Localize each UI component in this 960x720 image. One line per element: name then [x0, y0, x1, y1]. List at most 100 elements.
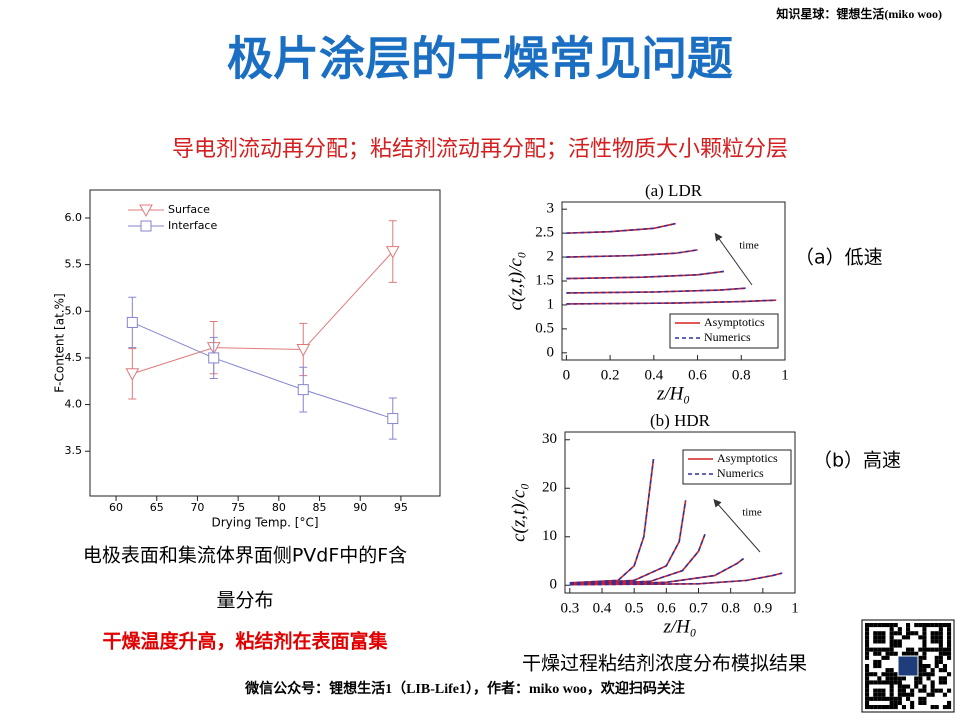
- qr-cell: [881, 631, 886, 636]
- qr-cell: [889, 635, 894, 640]
- x-tick-label: 90: [353, 501, 367, 514]
- qr-cell: [930, 688, 935, 693]
- qr-cell: [922, 643, 927, 648]
- chart: 0 0.2 0.4 0.6 0.8 1 0 0.5 1 1.5 2 2.5 3 (a) LDR z/H₀ c(…: [505, 181, 788, 404]
- chart: 60 65 70 75 80 85 90 95 3.5 4.0 4.5 5.0 5.5 6.0 Drying…: [53, 189, 441, 530]
- qr-cell: [934, 631, 939, 636]
- x-tick-label: 0.5: [625, 600, 644, 616]
- qr-cell: [926, 692, 931, 697]
- qr-cell: [938, 655, 943, 660]
- marker: [139, 204, 153, 218]
- qr-cell: [889, 623, 894, 628]
- qr-cell: [922, 700, 927, 705]
- qr-cell: [926, 676, 931, 681]
- qr-cell: [881, 692, 886, 697]
- qr-cell: [910, 700, 915, 705]
- x-tick-label: 1: [791, 600, 799, 616]
- qr-cell: [914, 623, 919, 628]
- qr-cell: [877, 664, 882, 669]
- qr-cell: [877, 635, 882, 640]
- qr-cell: [893, 680, 898, 685]
- qr-cell: [881, 705, 886, 710]
- qr-cell: [938, 647, 943, 652]
- qr-cell: [885, 680, 890, 685]
- qr-cell: [889, 651, 894, 656]
- qr-cell: [930, 639, 935, 644]
- qr-cell: [942, 692, 947, 697]
- qr-cell: [906, 692, 911, 697]
- qr-cell: [877, 692, 882, 697]
- y-tick-label: 4.5: [65, 351, 83, 364]
- qr-cell: [947, 688, 952, 693]
- qr-cell: [942, 647, 947, 652]
- qr-cell: [947, 651, 952, 656]
- qr-cell: [889, 680, 894, 685]
- qr-cell: [881, 639, 886, 644]
- qr-cell: [873, 635, 878, 640]
- qr-cell: [906, 623, 911, 628]
- x-axis-label: z/H₀: [656, 383, 690, 404]
- y-tick-label: 1.5: [535, 272, 554, 288]
- qr-code: [861, 619, 955, 713]
- qr-cell: [947, 672, 952, 677]
- qr-cell: [901, 676, 906, 681]
- x-tick-label: 95: [394, 501, 408, 514]
- qr-cell: [938, 688, 943, 693]
- qr-cell: [877, 647, 882, 652]
- qr-cell: [918, 676, 923, 681]
- qr-cell: [914, 680, 919, 685]
- qr-cell: [865, 635, 870, 640]
- qr-cell: [873, 664, 878, 669]
- qr-cell: [918, 655, 923, 660]
- qr-cell: [930, 668, 935, 673]
- qr-cell: [865, 643, 870, 648]
- slide-title: 极片涂层的干燥常见问题: [227, 32, 733, 86]
- qr-cell: [897, 696, 902, 701]
- qr-cell: [918, 664, 923, 669]
- legend-label: Asymptotics: [704, 315, 765, 329]
- series-line: [132, 322, 393, 420]
- qr-cell: [901, 705, 906, 710]
- x-axis-label: z/H₀: [663, 616, 697, 637]
- qr-cell: [897, 627, 902, 632]
- x-tick-label: 0.3: [560, 600, 579, 616]
- x-tick-label: 0.8: [721, 600, 740, 616]
- qr-cell: [922, 684, 927, 689]
- qr-cell: [934, 664, 939, 669]
- marker: [126, 316, 138, 328]
- qr-cell: [918, 623, 923, 628]
- qr-cell: [938, 623, 943, 628]
- qr-cell: [865, 668, 870, 673]
- qr-cell: [906, 651, 911, 656]
- x-tick-label: 60: [109, 501, 123, 514]
- qr-cell: [910, 688, 915, 693]
- qr-cell: [889, 647, 894, 652]
- qr-cell: [865, 639, 870, 644]
- qr-cell: [938, 659, 943, 664]
- marker: [125, 368, 140, 381]
- y-axis-label: F-Content [at.%]: [53, 293, 67, 392]
- qr-cell: [869, 696, 874, 701]
- x-tick-label: 1: [781, 367, 789, 383]
- qr-cell: [901, 635, 906, 640]
- qr-cell: [873, 647, 878, 652]
- qr-cell: [897, 676, 902, 681]
- qr-cell: [889, 627, 894, 632]
- caption: 电极表面和集流体界面侧PVdF中的F含: [83, 545, 407, 567]
- qr-cell: [869, 705, 874, 710]
- qr-cell: [873, 623, 878, 628]
- y-tick-label: 0: [550, 577, 558, 593]
- qr-cell: [930, 684, 935, 689]
- qr-cell: [942, 623, 947, 628]
- qr-cell: [938, 680, 943, 685]
- qr-cell: [873, 680, 878, 685]
- qr-cell: [922, 696, 927, 701]
- x-axis-label: Drying Temp. [°C]: [212, 516, 319, 530]
- marker: [208, 352, 220, 364]
- qr-cell: [901, 692, 906, 697]
- qr-cell: [865, 651, 870, 656]
- qr-cell: [893, 700, 898, 705]
- qr-cell: [897, 700, 902, 705]
- qr-cell: [885, 647, 890, 652]
- qr-cell: [930, 692, 935, 697]
